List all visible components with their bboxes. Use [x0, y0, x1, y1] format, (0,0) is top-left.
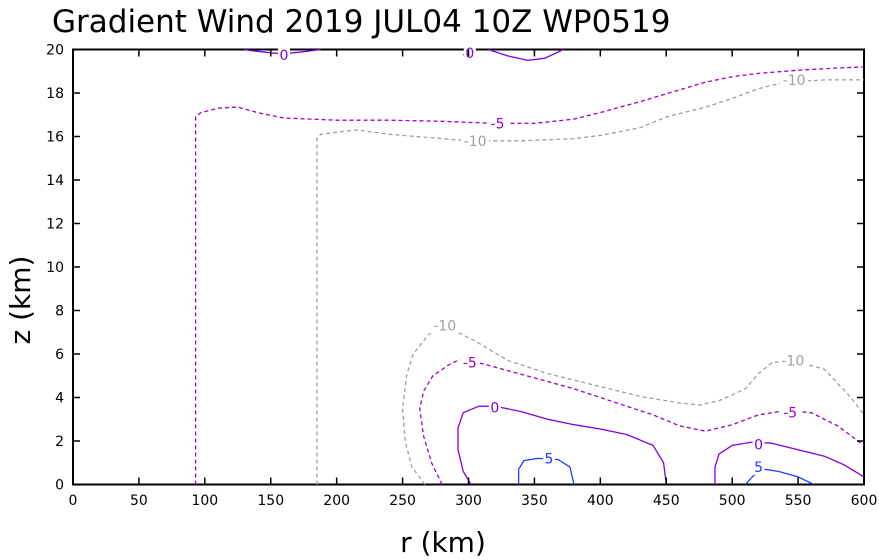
contour-label-bg — [459, 354, 480, 371]
contour-label: -5 — [491, 116, 505, 132]
contour-label-bg — [752, 436, 765, 453]
contour-line — [488, 48, 564, 62]
y-tick-label: 10 — [46, 260, 64, 276]
contour-line — [194, 66, 865, 485]
x-tick-label: 150 — [257, 493, 284, 509]
contour-label: 5 — [544, 451, 553, 467]
contour-level-5: 55 — [517, 450, 815, 486]
plot-frame — [72, 48, 865, 486]
y-tick-label: 20 — [46, 43, 64, 59]
contour-line — [744, 468, 815, 486]
x-tick-label: 350 — [521, 493, 548, 509]
x-axis-label: r (km) — [400, 526, 486, 559]
contour-label: -10 — [783, 73, 806, 89]
contour-line — [316, 79, 864, 485]
contour-label-bg — [752, 459, 765, 476]
x-tick-label: 500 — [719, 493, 746, 509]
contour-label: -10 — [781, 354, 804, 370]
y-tick-label: 14 — [46, 173, 64, 189]
contour-line — [244, 48, 321, 55]
contour-label: 5 — [754, 460, 763, 476]
contour-label-bg — [488, 399, 501, 416]
x-tick-label: 300 — [455, 493, 482, 509]
y-tick-label: 12 — [46, 217, 64, 233]
x-tick-label: 450 — [653, 493, 680, 509]
contour-line — [714, 441, 865, 485]
y-tick-label: 6 — [55, 347, 64, 363]
y-tick-label: 4 — [55, 391, 64, 407]
contour-label-bg — [778, 352, 807, 369]
contour-level-neg5: -5 -5 -5 — [194, 66, 865, 485]
contour-label-bg — [542, 450, 555, 467]
contour-level-0: 0 0 0 0 — [244, 44, 865, 485]
x-tick-label: 50 — [130, 493, 148, 509]
x-axis-ticks: 0 50 100 150 200 250 300 350 400 450 500 550 600 — [69, 49, 878, 509]
y-tick-label: 0 — [55, 478, 64, 494]
contour-line — [401, 325, 865, 485]
contour-label-bg — [463, 44, 476, 61]
x-tick-label: 600 — [851, 493, 878, 509]
y-axis-ticks: 0 2 4 6 8 10 12 14 16 18 20 — [46, 43, 864, 494]
chart-title: Gradient Wind 2019 JUL04 10Z WP0519 — [52, 4, 670, 40]
y-tick-label: 16 — [46, 130, 64, 146]
contour-label: -10 — [433, 319, 456, 335]
contour-level-neg10: -10 -10 -10 -10 — [316, 71, 865, 485]
y-tick-label: 8 — [55, 304, 64, 320]
contour-label: -5 — [783, 406, 797, 422]
contour-label-bg — [430, 317, 459, 334]
y-tick-label: 2 — [55, 434, 64, 450]
contour-line — [457, 405, 667, 485]
x-tick-label: 250 — [389, 493, 416, 509]
contour-label: 0 — [754, 437, 763, 453]
contour-label: -5 — [463, 356, 477, 372]
y-tick-label: 18 — [46, 86, 64, 102]
x-tick-label: 0 — [69, 493, 78, 509]
x-tick-label: 200 — [323, 493, 350, 509]
contour-label: 0 — [490, 400, 499, 416]
contour-label-bg — [780, 71, 809, 88]
contour-label: -10 — [464, 134, 487, 150]
contour-label-bg — [780, 404, 801, 421]
contour-label: 0 — [465, 46, 474, 62]
x-tick-label: 400 — [587, 493, 614, 509]
contour-label-bg — [487, 115, 508, 132]
x-tick-label: 550 — [785, 493, 812, 509]
contour-label: 0 — [279, 48, 288, 64]
contour-label-bg — [277, 46, 290, 63]
x-tick-label: 100 — [191, 493, 218, 509]
contour-label-bg — [461, 132, 490, 149]
y-axis-label: z (km) — [4, 256, 37, 345]
contour-line — [419, 357, 865, 485]
contour-line — [517, 457, 575, 485]
